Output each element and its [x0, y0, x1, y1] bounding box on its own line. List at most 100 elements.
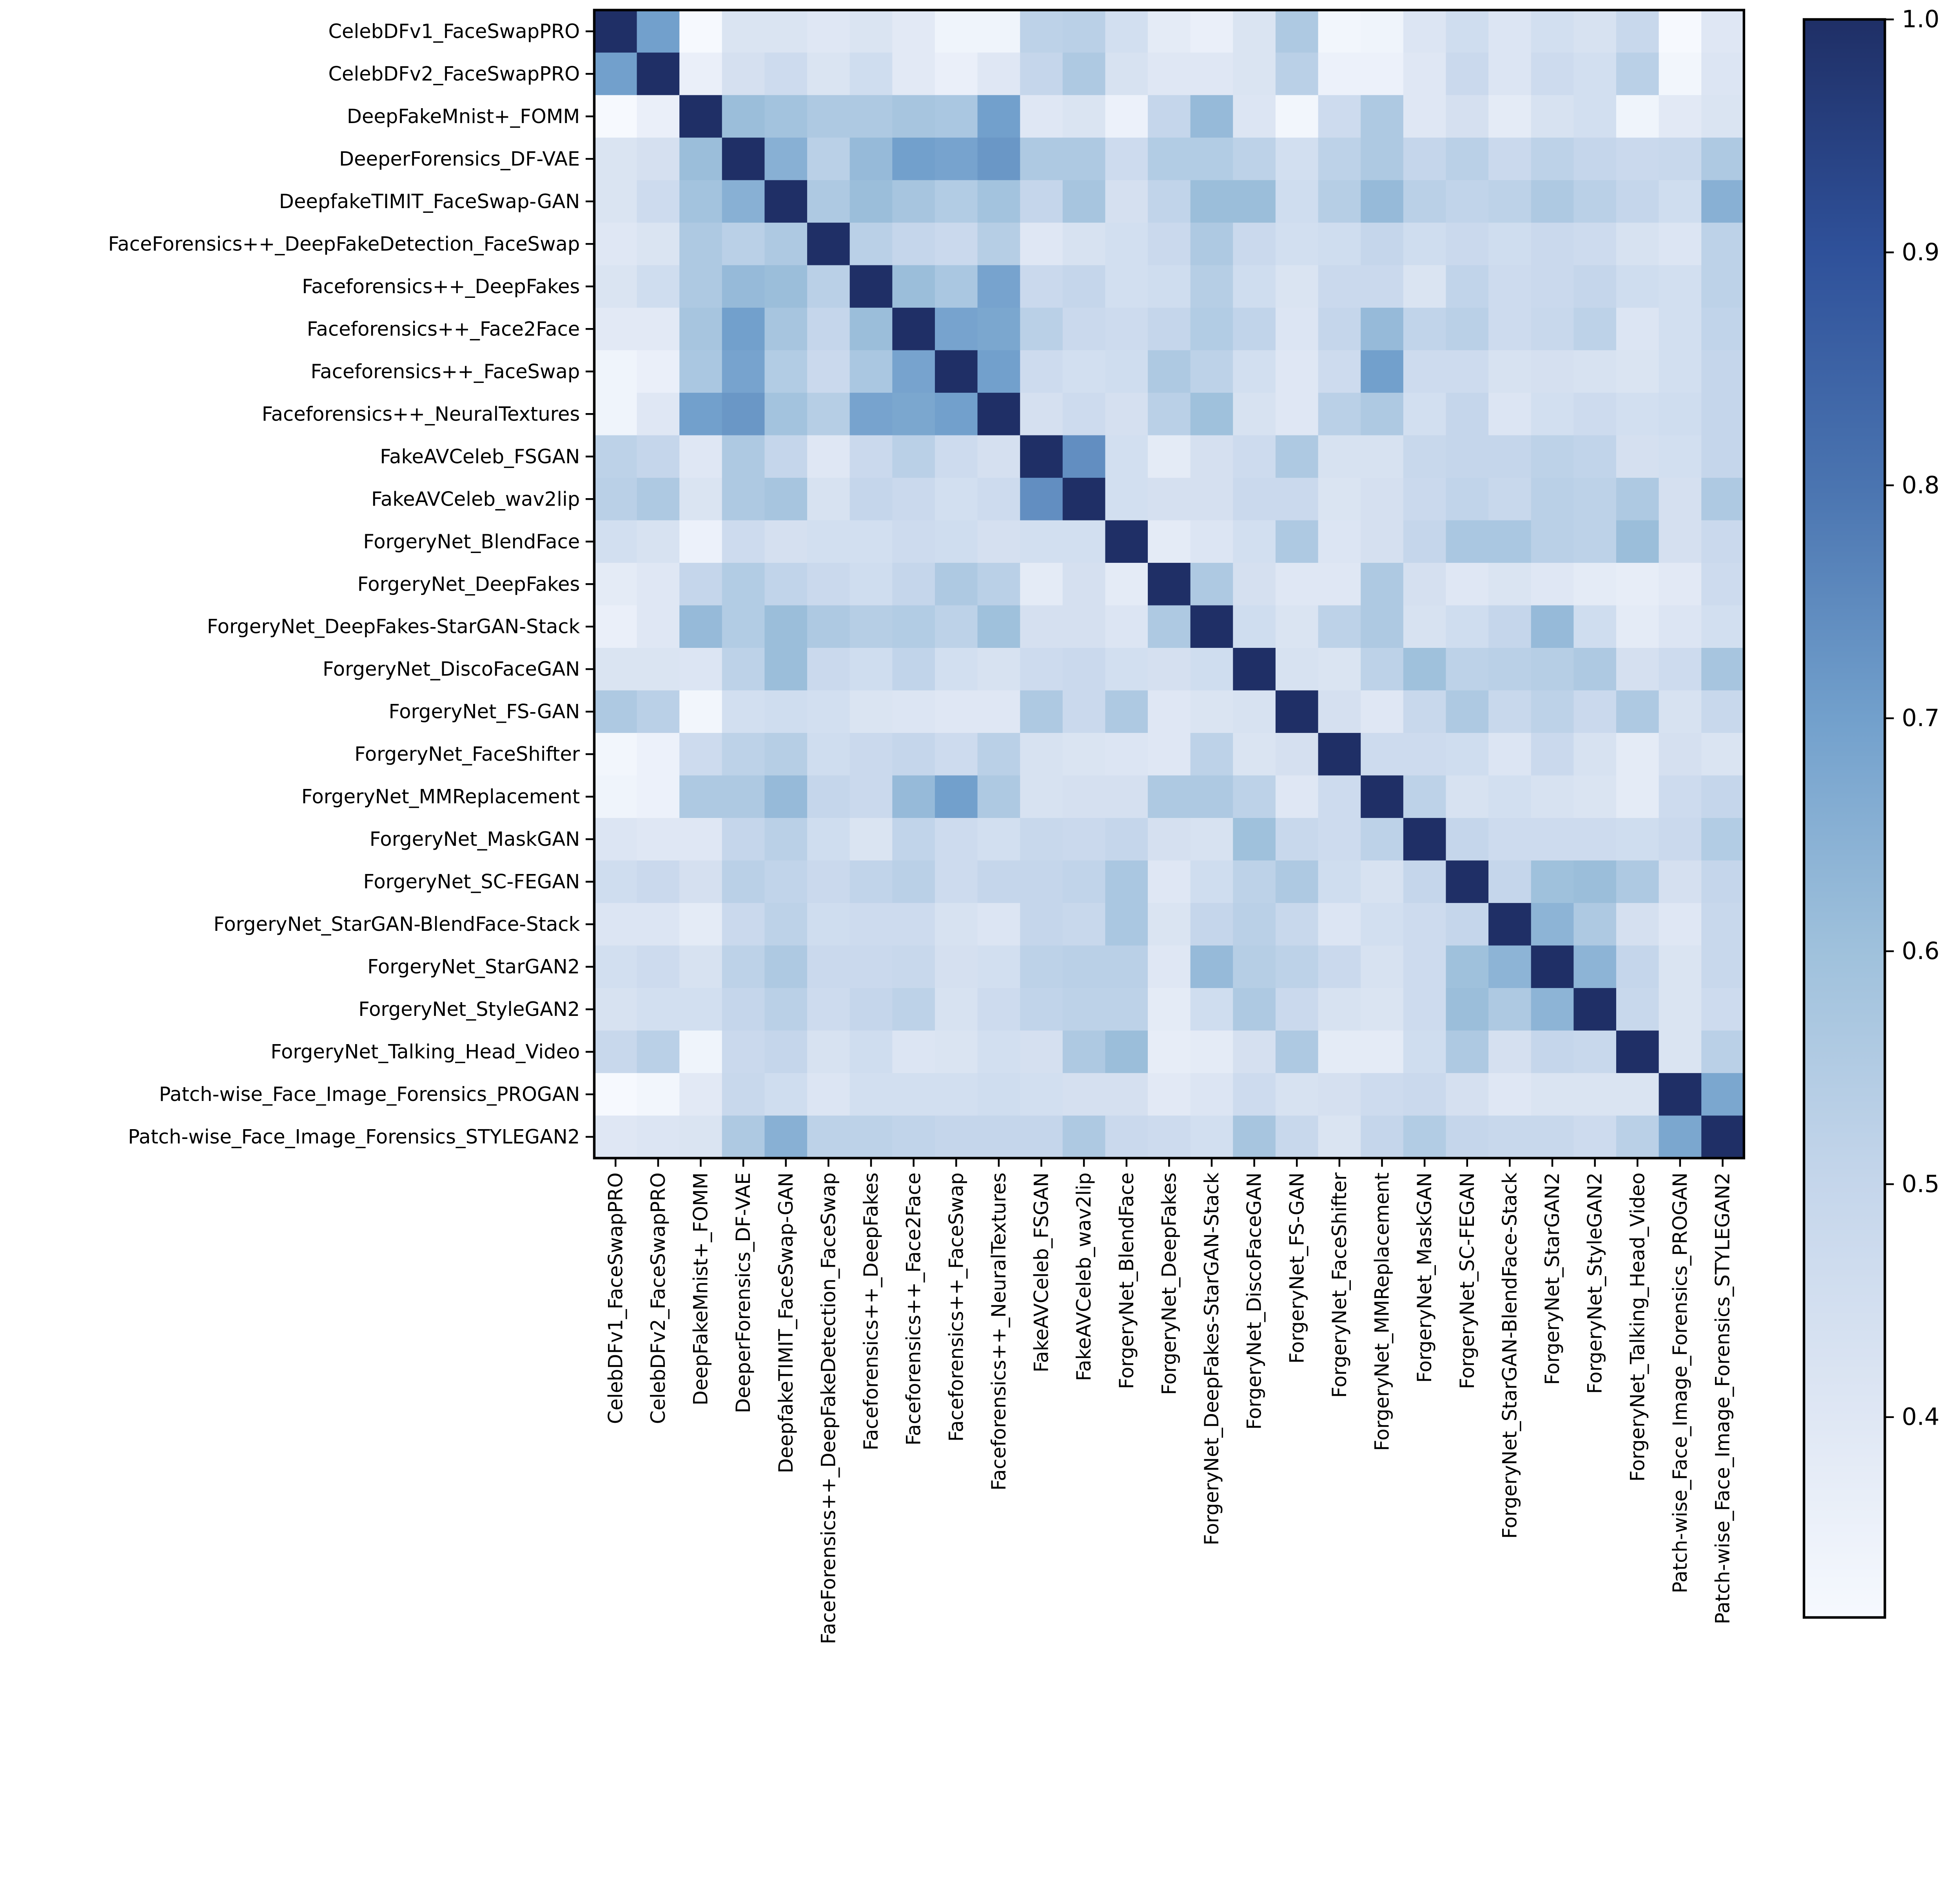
heatmap-cell [1275, 223, 1319, 266]
heatmap-cell [722, 860, 765, 903]
heatmap-cell [594, 478, 637, 521]
y-tick-label: Faceforensics++_FaceSwap [310, 360, 580, 383]
heatmap-cell [1062, 478, 1106, 521]
heatmap-cell [1616, 648, 1659, 691]
heatmap-cell [1659, 1073, 1702, 1116]
heatmap-cell [977, 733, 1021, 776]
heatmap-cell [1701, 265, 1744, 308]
y-tick-label: CelebDFv2_FaceSwapPRO [328, 62, 580, 85]
heatmap-cell [1062, 180, 1106, 223]
heatmap-cell [892, 435, 935, 478]
heatmap-cell [1531, 138, 1574, 181]
heatmap-cell [1701, 138, 1744, 181]
heatmap-cell [1701, 180, 1744, 223]
heatmap-cell [637, 988, 680, 1031]
heatmap-cell [679, 690, 722, 733]
heatmap-cell [1148, 1030, 1191, 1073]
heatmap-cell [849, 180, 893, 223]
heatmap-cell [1616, 605, 1659, 648]
heatmap-cell [935, 605, 978, 648]
heatmap-cell [1062, 1073, 1106, 1116]
heatmap-cell [1318, 53, 1361, 96]
x-tick-label: ForgeryNet_DeepFakes [1158, 1173, 1180, 1395]
heatmap-cell [1659, 478, 1702, 521]
x-tick-label: Faceforensics++_FaceSwap [945, 1173, 967, 1442]
heatmap-cell [1361, 223, 1404, 266]
heatmap-cell [1318, 265, 1361, 308]
heatmap-cell [1190, 1073, 1234, 1116]
heatmap-cell [1105, 10, 1148, 53]
heatmap-cell [1573, 818, 1617, 861]
x-tick-label: ForgeryNet_BlendFace [1115, 1173, 1138, 1389]
heatmap-cell [1531, 10, 1574, 53]
heatmap-cell [849, 478, 893, 521]
heatmap-cell [764, 95, 808, 138]
heatmap-cell [637, 435, 680, 478]
heatmap-cell [1701, 860, 1744, 903]
heatmap-cell [1446, 478, 1489, 521]
heatmap-cell [679, 903, 722, 946]
heatmap-cell [849, 733, 893, 776]
heatmap-cell [679, 818, 722, 861]
heatmap-cell [722, 223, 765, 266]
heatmap-cell [1062, 265, 1106, 308]
heatmap-cell [1403, 945, 1446, 988]
heatmap-cell [637, 308, 680, 351]
heatmap-cell [849, 393, 893, 436]
heatmap-cell [594, 138, 637, 181]
heatmap-cell [935, 393, 978, 436]
heatmap-cell [1233, 223, 1276, 266]
heatmap-cell [1361, 818, 1404, 861]
heatmap-cell [1020, 393, 1063, 436]
heatmap-cell [1233, 988, 1276, 1031]
heatmap-cell [935, 95, 978, 138]
heatmap-cell [1701, 733, 1744, 776]
heatmap-cell [1701, 1073, 1744, 1116]
heatmap-cell [1659, 435, 1702, 478]
heatmap-cell [1573, 520, 1617, 563]
heatmap-cell [637, 903, 680, 946]
heatmap-cell [977, 1030, 1021, 1073]
heatmap-cell [764, 223, 808, 266]
heatmap-cell [722, 138, 765, 181]
heatmap-cell [1275, 1073, 1319, 1116]
heatmap-cell [1190, 350, 1234, 393]
y-tick-label: ForgeryNet_MMReplacement [301, 785, 580, 808]
heatmap-cell [1403, 1030, 1446, 1073]
heatmap-cell [722, 903, 765, 946]
heatmap-cell [1062, 223, 1106, 266]
y-tick-label: FakeAVCeleb_FSGAN [380, 445, 580, 468]
heatmap-cell [1659, 563, 1702, 606]
heatmap-cell [1190, 53, 1234, 96]
heatmap-cell [1488, 563, 1532, 606]
heatmap-cell [1148, 903, 1191, 946]
heatmap-cell [722, 1115, 765, 1159]
heatmap-cell [679, 308, 722, 351]
heatmap-cell [935, 690, 978, 733]
heatmap-cell [1403, 223, 1446, 266]
heatmap-cell [1701, 945, 1744, 988]
heatmap-cell [1062, 733, 1106, 776]
heatmap-cell [849, 53, 893, 96]
heatmap-cell [1275, 265, 1319, 308]
heatmap-cell [1105, 860, 1148, 903]
y-tick-label: ForgeryNet_DeepFakes-StarGAN-Stack [207, 615, 580, 638]
heatmap-cell [1275, 520, 1319, 563]
heatmap-cell [1233, 605, 1276, 648]
heatmap-cell [807, 265, 850, 308]
heatmap-cell [1020, 223, 1063, 266]
heatmap-cell [1233, 435, 1276, 478]
heatmap-cell [849, 903, 893, 946]
heatmap-cell [1148, 350, 1191, 393]
y-tick-label: ForgeryNet_FS-GAN [389, 700, 580, 723]
heatmap-cell [977, 393, 1021, 436]
heatmap-cell [1446, 775, 1489, 818]
heatmap-cell [1148, 1073, 1191, 1116]
heatmap-cell [722, 53, 765, 96]
heatmap-cell [1531, 860, 1574, 903]
heatmap-cell [1701, 775, 1744, 818]
heatmap-cell [849, 95, 893, 138]
heatmap-cell [977, 180, 1021, 223]
heatmap-cell [1701, 10, 1744, 53]
heatmap-cell [1062, 520, 1106, 563]
